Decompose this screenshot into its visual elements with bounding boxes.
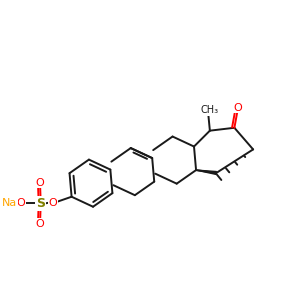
Text: O: O [233,103,242,112]
Polygon shape [196,170,217,174]
Text: O: O [36,178,44,188]
Text: Na: Na [2,198,17,208]
Text: O: O [36,219,44,229]
Text: O: O [17,198,26,208]
Text: O: O [49,198,58,208]
Text: CH₃: CH₃ [201,105,219,115]
Text: S: S [36,197,45,210]
